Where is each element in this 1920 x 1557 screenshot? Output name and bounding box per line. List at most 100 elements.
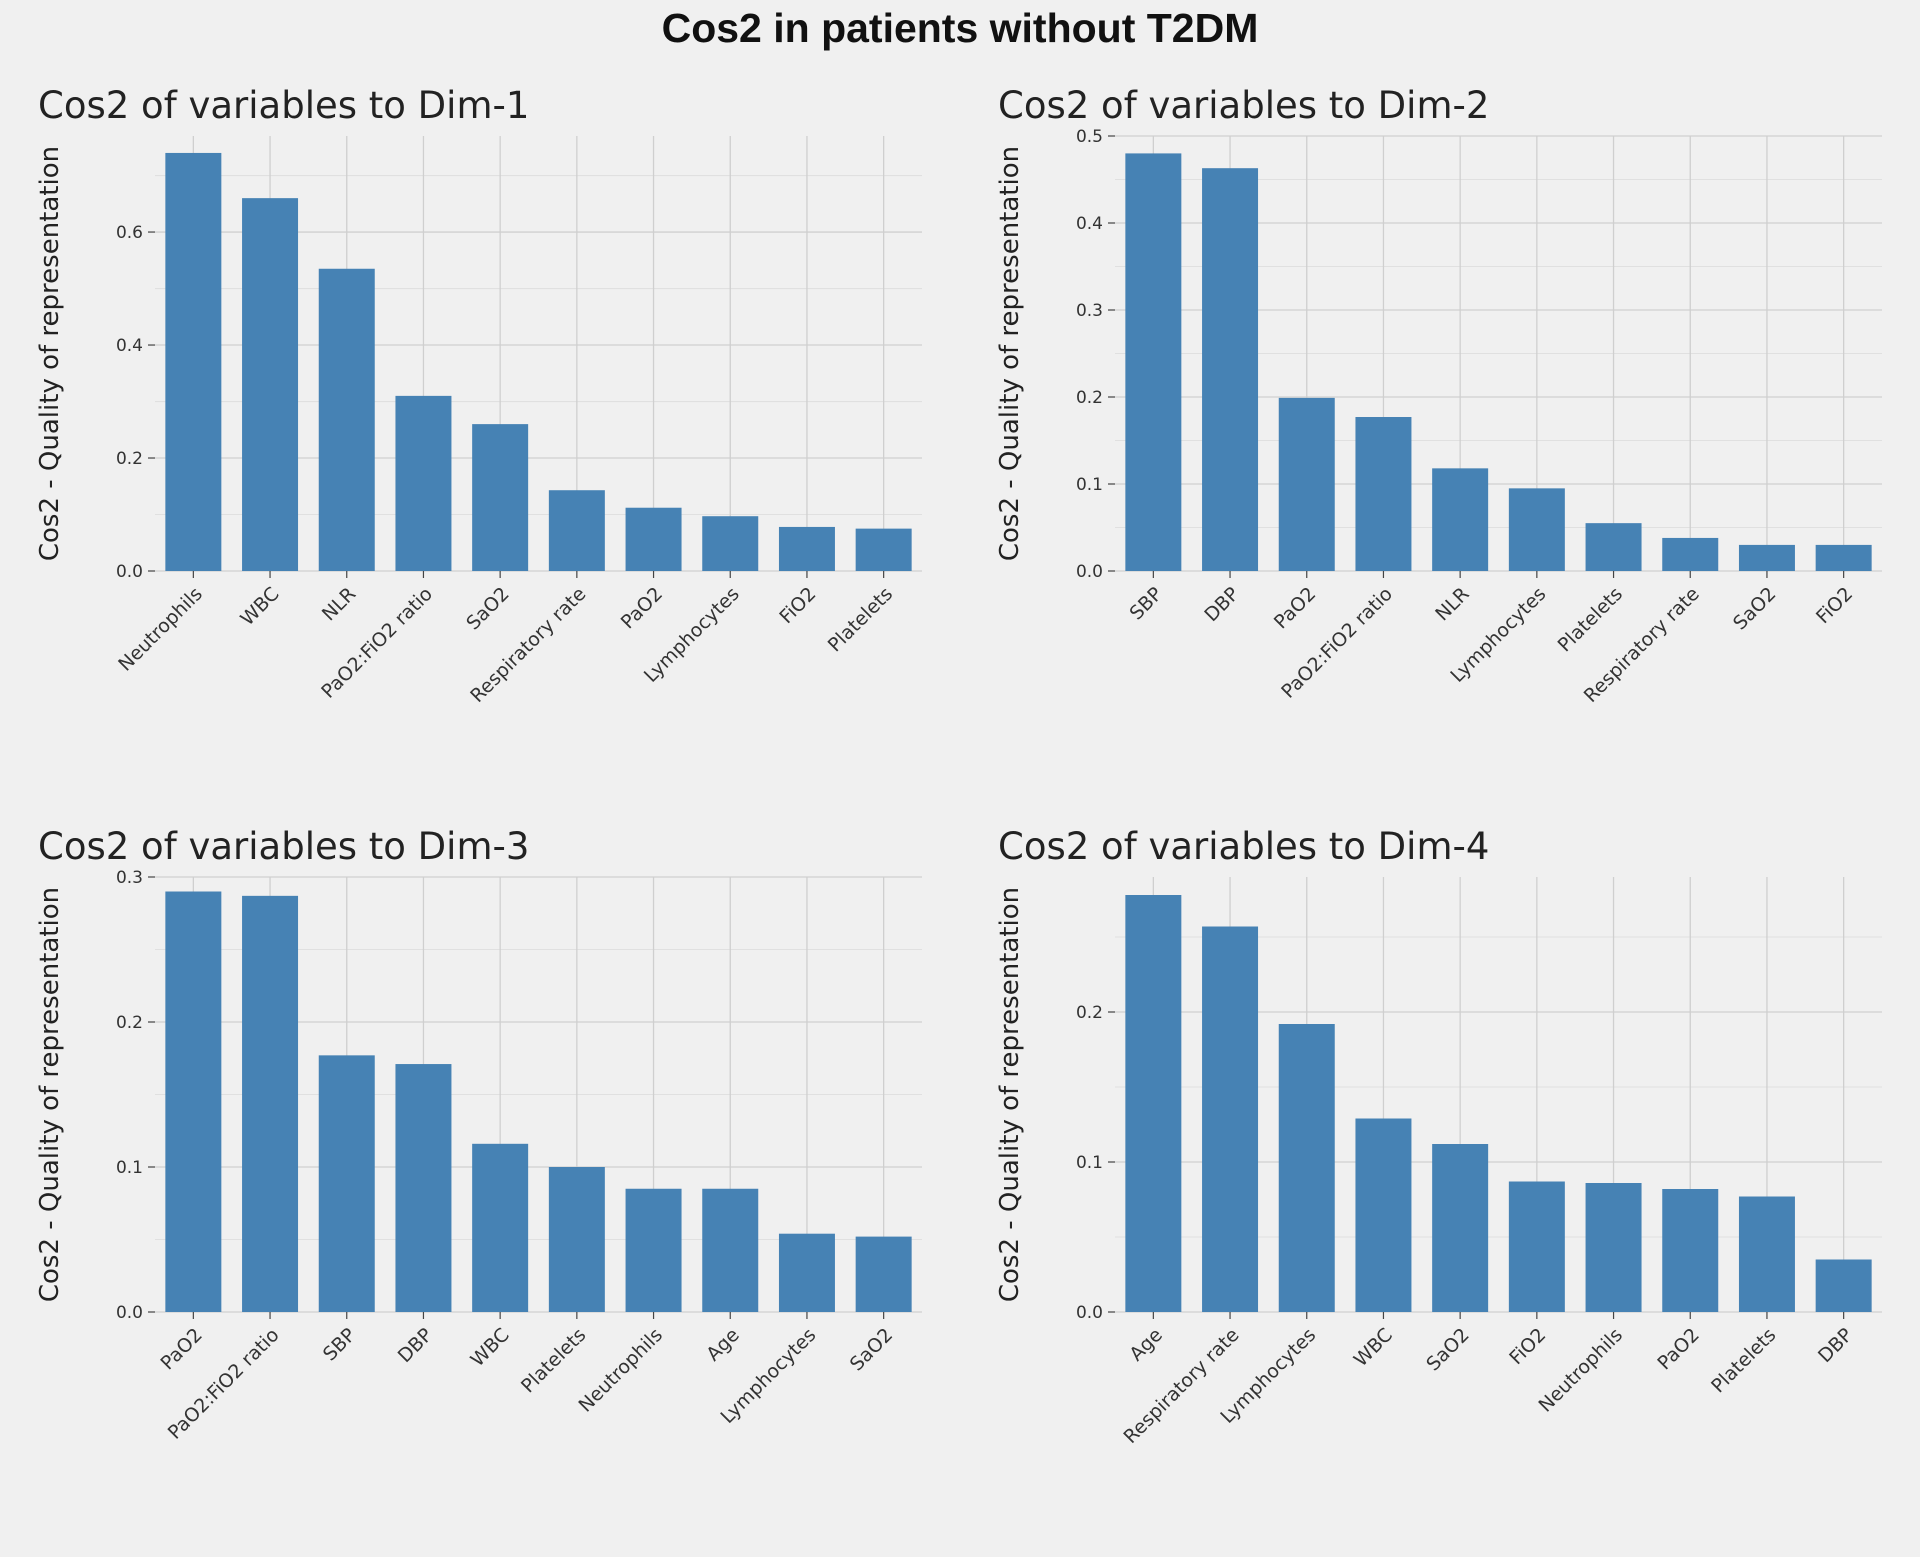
- x-tick-label: SBP: [1125, 583, 1166, 624]
- chart-panel-dim-2: 0.0 0.1 0.2 0.3 0.4 0.5 SBP DBP PaO2 PaO2:FiO2 ra…: [960, 76, 1920, 816]
- x-tick-label: NLR: [1431, 583, 1473, 625]
- y-tick-label: 0.0: [116, 1303, 143, 1323]
- bar-lymphocytes: [778, 1233, 835, 1312]
- bar-pao2: [1278, 397, 1335, 571]
- bar-pao2-fio2-ratio: [395, 395, 452, 571]
- y-axis-label: Cos2 - Quality of representation: [995, 146, 1025, 561]
- y-axis-label: Cos2 - Quality of representation: [35, 887, 65, 1302]
- x-tick-label: Neutrophils: [114, 583, 207, 676]
- x-tick-label: WBC: [1350, 1324, 1397, 1371]
- y-tick-label: 0.0: [1076, 1303, 1103, 1323]
- y-tick-label: 0.6: [116, 223, 143, 243]
- bar-sao2: [1738, 544, 1795, 571]
- x-tick-label: DBP: [394, 1324, 437, 1367]
- bar-respiratory-rate: [1202, 926, 1259, 1312]
- x-tick-label: DBP: [1200, 583, 1243, 626]
- bar-wbc: [472, 1143, 529, 1312]
- bar-neutrophils: [1585, 1183, 1642, 1312]
- x-tick-label: PaO2: [156, 1324, 206, 1374]
- x-tick-label: WBC: [466, 1324, 513, 1371]
- y-tick-label: 0.2: [1076, 1003, 1103, 1023]
- x-tick-label: WBC: [236, 583, 283, 630]
- bar-lymphocytes: [1508, 488, 1565, 571]
- y-tick-label: 0.2: [1076, 388, 1103, 408]
- bar-neutrophils: [165, 152, 222, 571]
- bar-pao2: [1662, 1189, 1719, 1312]
- x-tick-label: FiO2: [775, 583, 820, 628]
- figure-title: Cos2 in patients without T2DM: [661, 5, 1259, 51]
- chart-panel-dim-4: 0.0 0.1 0.2 Age Respiratory rate Lymphocytes W…: [960, 817, 1920, 1557]
- y-tick-label: 0.1: [116, 1158, 143, 1178]
- x-tick-label: FiO2: [1812, 583, 1857, 628]
- y-axis-label: Cos2 - Quality of representation: [35, 146, 65, 561]
- y-tick-label: 0.3: [1076, 301, 1103, 321]
- bar-respiratory-rate: [1662, 537, 1719, 571]
- y-tick-label: 0.2: [116, 1013, 143, 1033]
- bar-platelets: [855, 528, 912, 571]
- y-tick-label: 0.3: [116, 868, 143, 888]
- x-tick-label: SaO2: [846, 1324, 897, 1375]
- bar-wbc: [242, 198, 299, 571]
- x-tick-label: FiO2: [1505, 1324, 1550, 1369]
- x-tick-label: PaO2: [1270, 583, 1320, 633]
- x-tick-label: Platelets: [1707, 1324, 1780, 1397]
- bar-sbp: [1125, 153, 1182, 571]
- bar-nlr: [1432, 468, 1489, 571]
- y-tick-label: 0.1: [1076, 1153, 1103, 1173]
- bar-dbp: [1815, 1259, 1872, 1312]
- bar-platelets: [548, 1167, 605, 1312]
- chart-panel-dim-1: 0.0 0.2 0.4 0.6 Neutrophils WBC NLR PaO2:FiO2 r…: [0, 76, 960, 816]
- y-tick-label: 0.1: [1076, 475, 1103, 495]
- bar-neutrophils: [625, 1188, 682, 1312]
- y-tick-label: 0.5: [1076, 127, 1103, 147]
- chart-title: Cos2 of variables to Dim-4: [998, 825, 1489, 868]
- x-tick-label: PaO2: [617, 583, 667, 633]
- y-tick-label: 0.4: [116, 336, 143, 356]
- x-tick-label: DBP: [1814, 1324, 1857, 1367]
- x-tick-label: Platelets: [517, 1324, 590, 1397]
- x-tick-label: NLR: [318, 583, 360, 625]
- x-tick-label: SaO2: [462, 583, 513, 634]
- x-tick-label: PaO2: [1653, 1324, 1703, 1374]
- bar-pao2-fio2-ratio: [242, 895, 299, 1312]
- bar-wbc: [1355, 1118, 1412, 1312]
- x-tick-label: SBP: [319, 1324, 360, 1365]
- chart-title: Cos2 of variables to Dim-1: [38, 84, 529, 127]
- bar-age: [1125, 895, 1182, 1312]
- x-tick-label: SaO2: [1422, 1324, 1473, 1375]
- bar-pao2: [165, 891, 222, 1312]
- bar-lymphocytes: [1278, 1024, 1335, 1312]
- x-tick-label: Platelets: [1554, 583, 1627, 656]
- bar-sao2: [1432, 1144, 1489, 1312]
- y-tick-label: 0.0: [116, 562, 143, 582]
- bar-respiratory-rate: [548, 490, 605, 571]
- bar-platelets: [1738, 1196, 1795, 1312]
- y-tick-label: 0.2: [116, 449, 143, 469]
- bar-sbp: [318, 1055, 375, 1312]
- chart-panel-dim-3: 0.0 0.1 0.2 0.3 PaO2 PaO2:FiO2 ratio SBP DBP WBC…: [0, 817, 960, 1557]
- y-tick-label: 0.0: [1076, 562, 1103, 582]
- bar-sao2: [472, 424, 529, 571]
- x-tick-label: Age: [1125, 1324, 1167, 1366]
- bar-nlr: [318, 268, 375, 571]
- x-tick-label: SaO2: [1729, 583, 1780, 634]
- bar-age: [702, 1188, 759, 1312]
- x-tick-label: Age: [702, 1324, 744, 1366]
- bar-fio2: [1508, 1181, 1565, 1312]
- y-tick-label: 0.4: [1076, 214, 1103, 234]
- bar-fio2: [778, 526, 835, 571]
- x-tick-label: Platelets: [824, 583, 897, 656]
- bar-sao2: [855, 1236, 912, 1312]
- bar-lymphocytes: [702, 516, 759, 571]
- chart-title: Cos2 of variables to Dim-2: [998, 84, 1489, 127]
- bar-dbp: [1202, 168, 1259, 571]
- y-axis-label: Cos2 - Quality of representation: [995, 887, 1025, 1302]
- chart-title: Cos2 of variables to Dim-3: [38, 825, 529, 868]
- bar-dbp: [395, 1064, 452, 1312]
- bar-fio2: [1815, 544, 1872, 571]
- bar-pao2-fio2-ratio: [1355, 417, 1412, 571]
